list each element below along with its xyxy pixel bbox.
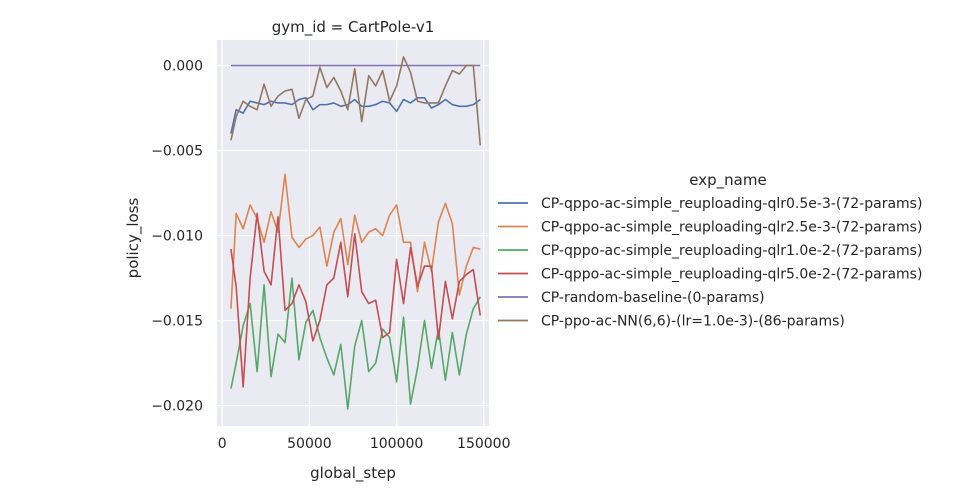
y-tick-label: −0.005 (151, 144, 203, 160)
y-tick-label: 0.000 (163, 59, 203, 75)
x-axis-label: global_step (310, 464, 396, 483)
series-lines (230, 56, 482, 410)
legend-title: exp_name (689, 171, 766, 190)
y-tick-label: −0.020 (151, 399, 203, 415)
series-line (230, 173, 481, 309)
legend-items: CP-qppo-ac-simple_reuploading-qlr0.5e-3-… (498, 196, 922, 330)
series-line (230, 56, 482, 146)
x-tick-label: 0 (218, 436, 227, 452)
series-line (230, 97, 481, 134)
x-tick-label: 100000 (370, 436, 423, 452)
y-axis-label: policy_loss (124, 198, 143, 279)
legend-entry: CP-qppo-ac-simple_reuploading-qlr5.0e-2-… (541, 267, 922, 283)
legend: exp_name CP-qppo-ac-simple_reuploading-q… (498, 171, 922, 330)
y-tick-label: −0.015 (151, 314, 203, 330)
tick-labels: 0 50000 100000 150000 0.000 −0.005 −0.010 −0.01… (151, 59, 510, 452)
legend-entry: CP-ppo-ac-NN(6,6)-(lr=1.0e-3)-(86-params… (541, 314, 845, 330)
x-tick-label: 150000 (457, 436, 510, 452)
legend-entry: CP-random-baseline-(0-params) (541, 290, 765, 306)
y-tick-label: −0.010 (151, 229, 203, 245)
legend-entry: CP-qppo-ac-simple_reuploading-qlr1.0e-2-… (541, 243, 922, 259)
series-line (230, 277, 481, 410)
x-tick-label: 50000 (287, 436, 332, 452)
chart-title: gym_id = CartPole-v1 (272, 18, 435, 37)
legend-entry: CP-qppo-ac-simple_reuploading-qlr0.5e-3-… (541, 196, 922, 212)
legend-entry: CP-qppo-ac-simple_reuploading-qlr2.5e-3-… (541, 220, 922, 236)
series-line (230, 212, 482, 388)
grid-lines (217, 40, 489, 426)
